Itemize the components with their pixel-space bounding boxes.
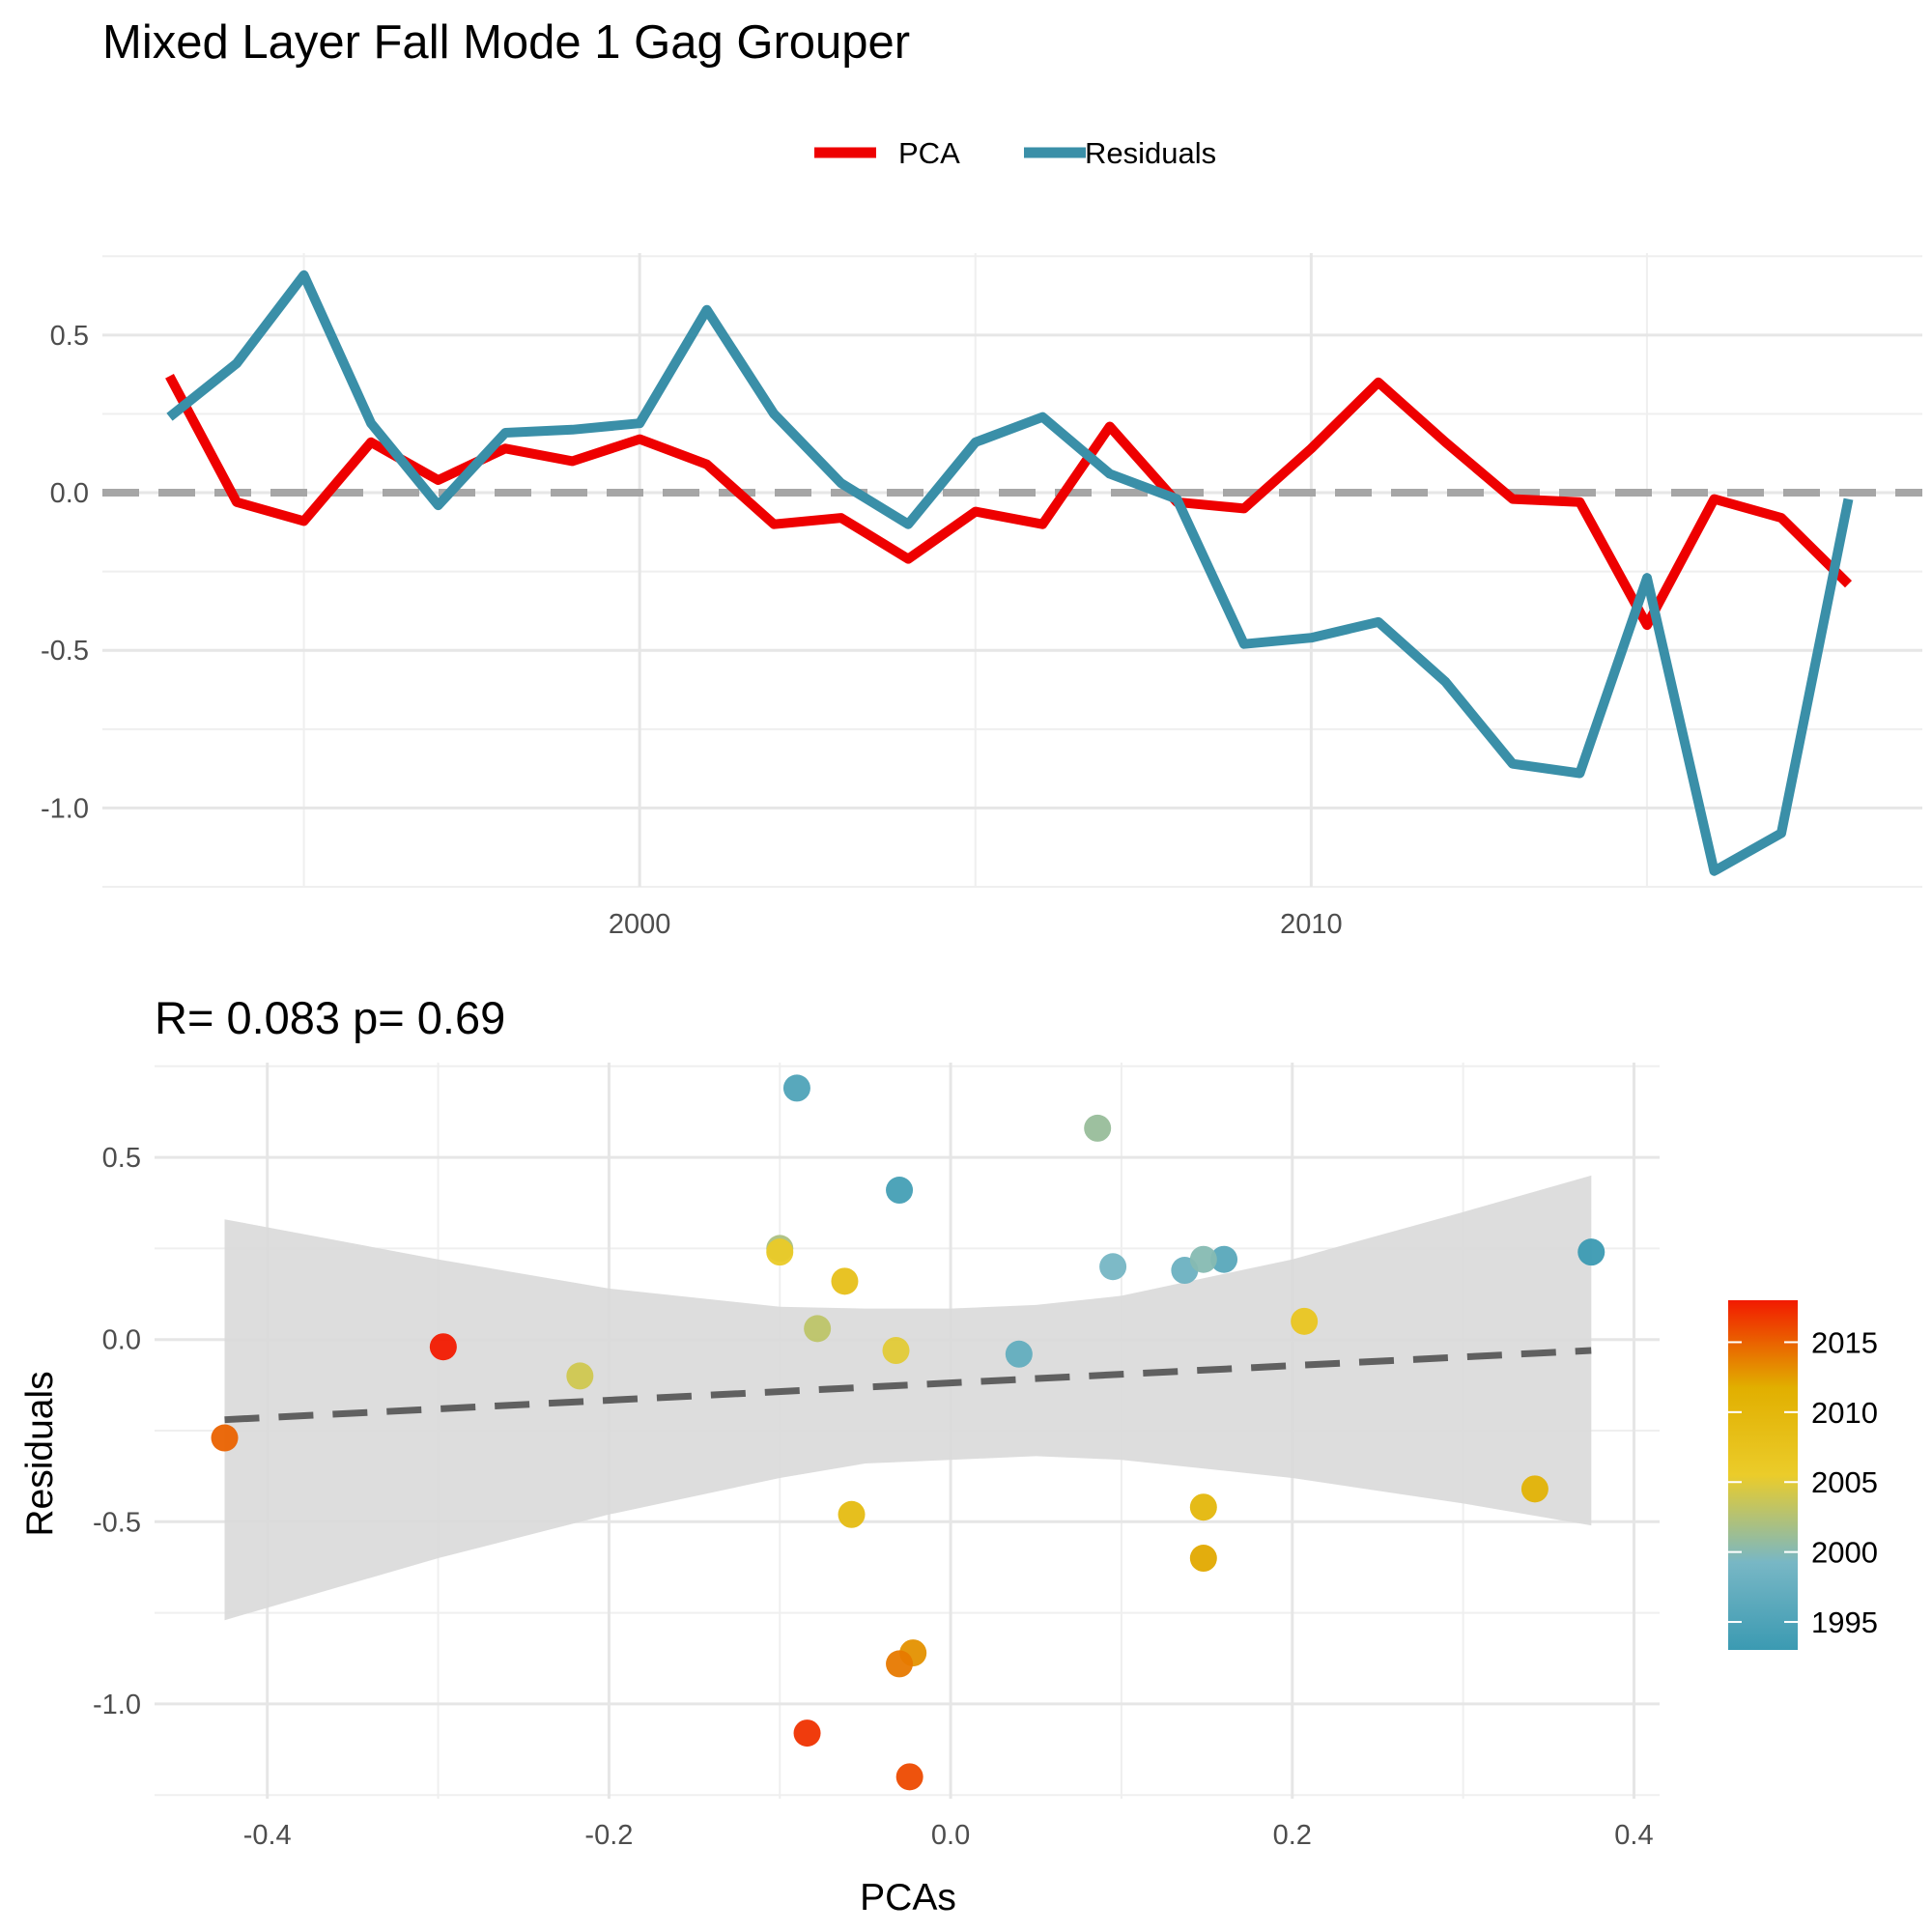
y-axis-title: Residuals — [19, 1371, 61, 1536]
scatter-point — [886, 1177, 914, 1205]
x-axis-title: PCAs — [860, 1877, 956, 1918]
scatter-point — [793, 1719, 821, 1747]
x-tick-label: 2010 — [1280, 909, 1343, 940]
colorbar — [1728, 1300, 1798, 1650]
x-tick-label: 0.2 — [1273, 1820, 1312, 1851]
scatter-subtitle: R= 0.083 p= 0.69 — [155, 992, 505, 1043]
scatter-point — [211, 1424, 239, 1452]
scatter-point — [429, 1333, 457, 1361]
scatter-point — [782, 1074, 810, 1102]
scatter-point — [766, 1238, 794, 1266]
y-tick-label: 0.0 — [102, 1325, 141, 1356]
x-tick-label: -0.2 — [584, 1820, 633, 1851]
colorbar-ticks: 2015 2010 2005 2000 1995 — [1728, 1325, 1878, 1639]
time-series-panel: 0.5 0.0 -0.5 -1.0 2000 2010 — [41, 253, 1922, 940]
scatter-point — [1291, 1307, 1319, 1335]
scatter-point — [895, 1763, 923, 1791]
colorbar-tick-label: 2010 — [1811, 1396, 1878, 1430]
scatter-point — [1189, 1493, 1217, 1521]
x-tick-label: 2000 — [609, 909, 671, 940]
scatter-point — [1189, 1245, 1217, 1273]
scatter-panel: 0.5 0.0 -0.5 -1.0 -0.4 -0.2 0.0 0.2 0.4 — [93, 1063, 1660, 1851]
regression-line-path — [224, 1347, 1592, 1424]
time-series-lines — [102, 270, 1922, 876]
scatter-point — [1520, 1475, 1548, 1503]
y-tick-label: -0.5 — [41, 636, 89, 667]
scatter-point — [886, 1650, 914, 1678]
legend-label-residuals: Residuals — [1085, 136, 1216, 170]
x-tick-label: 0.4 — [1614, 1820, 1653, 1851]
legend: PCA Residuals — [814, 136, 1216, 170]
scatter-point — [838, 1500, 866, 1528]
legend-label-pca: PCA — [898, 136, 960, 170]
y-tick-label: -0.5 — [93, 1507, 141, 1538]
x-tick-label: 0.0 — [931, 1820, 970, 1851]
scatter-point — [1099, 1253, 1127, 1281]
colorbar-tick-label: 1995 — [1811, 1605, 1878, 1639]
time-series-gridlines — [102, 253, 1922, 888]
scatter-point — [831, 1267, 859, 1295]
scatter-point — [804, 1315, 832, 1343]
chart-title: Mixed Layer Fall Mode 1 Gag Grouper — [102, 16, 910, 69]
scatter-point — [1189, 1545, 1217, 1573]
time-series-tick-labels: 0.5 0.0 -0.5 -1.0 2000 2010 — [41, 321, 1343, 940]
scatter-point — [1210, 1245, 1238, 1273]
y-tick-label: -1.0 — [93, 1690, 141, 1720]
scatter-point — [882, 1337, 910, 1365]
y-tick-label: 0.5 — [102, 1143, 141, 1174]
colorbar-tick-label: 2005 — [1811, 1465, 1878, 1499]
y-tick-label: 0.5 — [50, 321, 89, 352]
y-tick-label: 0.0 — [50, 478, 89, 509]
colorbar-tick-label: 2000 — [1811, 1536, 1878, 1570]
scatter-point — [1005, 1340, 1033, 1368]
scatter-tick-labels: 0.5 0.0 -0.5 -1.0 -0.4 -0.2 0.0 0.2 0.4 — [93, 1143, 1654, 1851]
regression-line — [224, 1347, 1592, 1424]
scatter-point — [1577, 1238, 1605, 1266]
x-tick-label: -0.4 — [243, 1820, 292, 1851]
confidence-band — [224, 1175, 1592, 1621]
series-line-pca — [165, 373, 1853, 631]
scatter-point — [1084, 1114, 1112, 1142]
series-line-residuals — [166, 270, 1854, 876]
confidence-band-area — [224, 1175, 1592, 1621]
scatter-point — [566, 1362, 594, 1390]
y-tick-label: -1.0 — [41, 793, 89, 824]
scatter-points — [211, 1074, 1605, 1791]
colorbar-tick-label: 2015 — [1811, 1325, 1878, 1359]
